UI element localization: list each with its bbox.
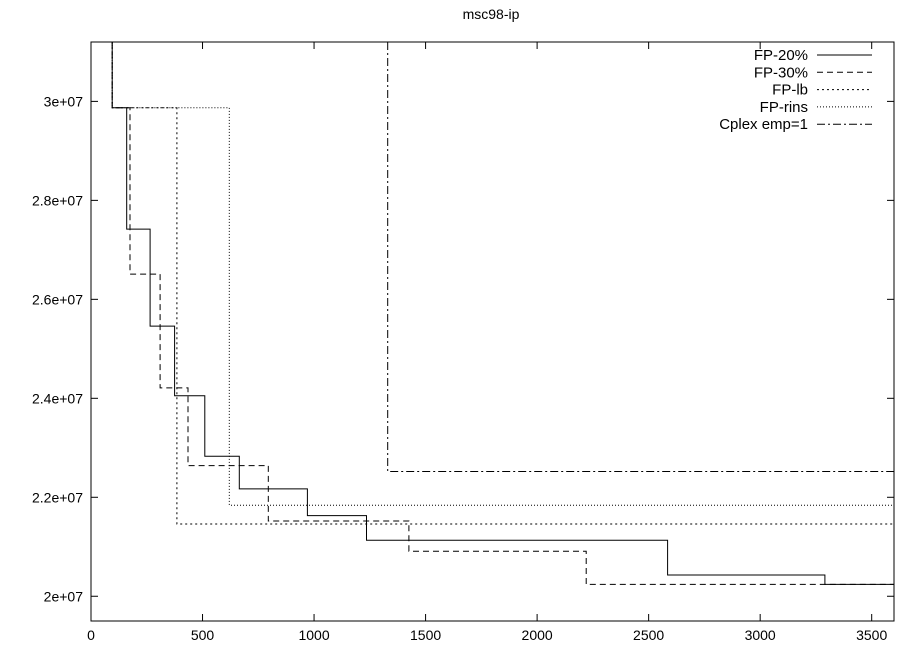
x-tick-label: 1000 [298, 627, 329, 643]
series-line-3 [111, 42, 894, 525]
series-line-4 [111, 42, 894, 506]
legend-label: FP-rins [760, 99, 808, 116]
y-tick-label: 2.2e+07 [32, 489, 83, 505]
y-tick-label: 2.6e+07 [32, 291, 83, 307]
legend-label: FP-lb [772, 82, 808, 99]
legend-label: FP-30% [754, 64, 808, 81]
y-tick-label: 2.8e+07 [32, 192, 83, 208]
x-tick-label: 3000 [745, 627, 776, 643]
series-line-2 [111, 42, 894, 585]
legend-label: Cplex emp=1 [719, 116, 808, 133]
y-tick-label: 3e+07 [44, 93, 84, 109]
plot-frame [90, 41, 895, 622]
y-tick-label: 2e+07 [44, 588, 84, 604]
x-tick-label: 1500 [410, 627, 441, 643]
x-tick-label: 2500 [633, 627, 664, 643]
x-tick-label: 0 [87, 627, 95, 643]
chart-title: msc98-ip [463, 6, 520, 22]
series-layer [111, 42, 894, 585]
x-tick-label: 500 [191, 627, 215, 643]
legend-label: FP-20% [754, 47, 808, 64]
ticks-layer: 0 500 1000 1500 2000 2500 3000 3500 2e+07 2.2e+07… [32, 42, 894, 643]
x-tick-label: 3500 [856, 627, 887, 643]
y-tick-label: 2.4e+07 [32, 390, 83, 406]
series-line-1 [111, 42, 894, 585]
x-tick-label: 2000 [522, 627, 553, 643]
series-line-5 [387, 42, 894, 472]
